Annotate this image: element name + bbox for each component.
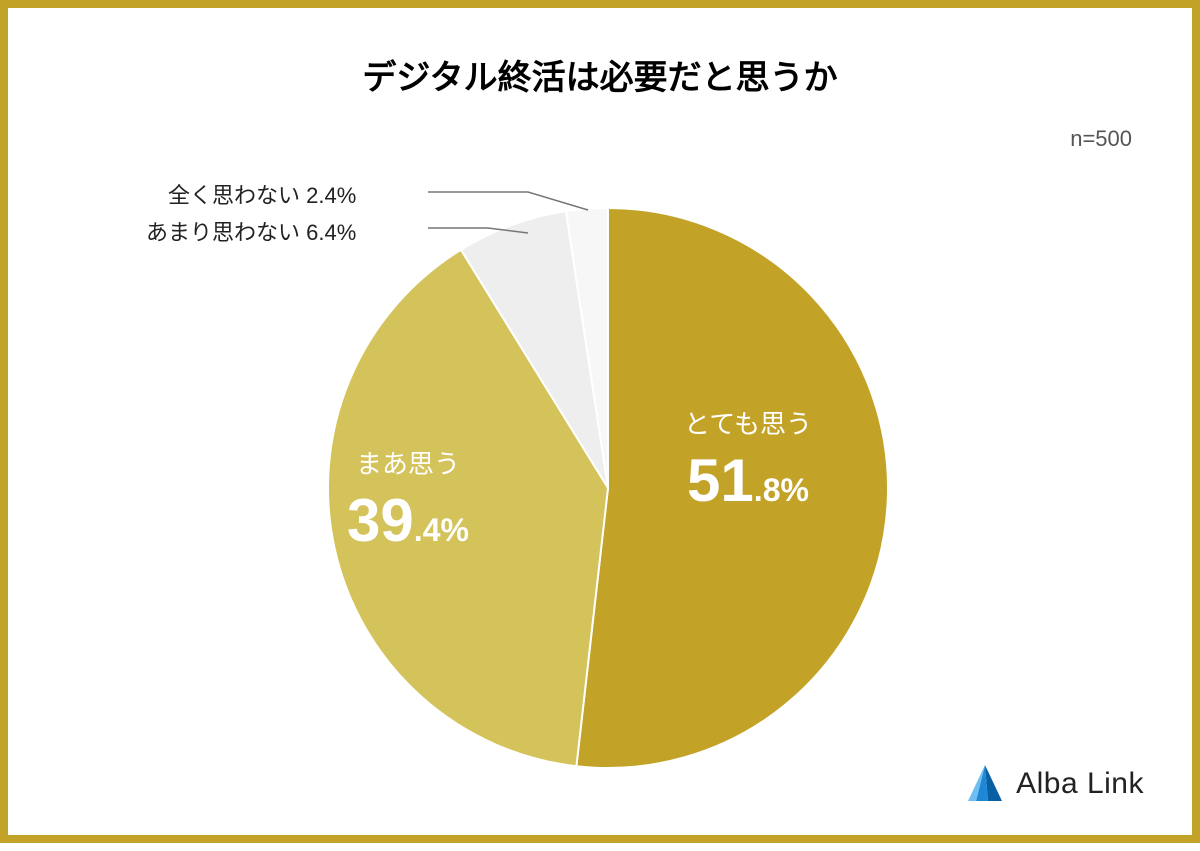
brand-text: Alba Link: [1016, 767, 1144, 801]
slice-percent: 51.8%: [687, 488, 809, 505]
slice-percent: 39.4%: [347, 528, 469, 545]
callout-not_at_all: 全く思わない 2.4%: [168, 178, 356, 210]
slice-name: とても思う: [684, 408, 812, 442]
brand-logo: Alba Link: [964, 763, 1144, 805]
slice-label-very_much: とても思う 51.8%: [684, 408, 812, 520]
pie-chart: [8, 8, 1200, 851]
chart-canvas: デジタル終活は必要だと思うか n=500 Alba Link とても思う51.8…: [8, 8, 1192, 835]
callout-not_much: あまり思わない 6.4%: [146, 215, 356, 247]
slice-name: まあ思う: [347, 448, 469, 482]
slice-label-somewhat: まあ思う 39.4%: [347, 448, 469, 560]
chart-frame: デジタル終活は必要だと思うか n=500 Alba Link とても思う51.8…: [0, 0, 1200, 843]
brand-icon: [964, 763, 1006, 805]
